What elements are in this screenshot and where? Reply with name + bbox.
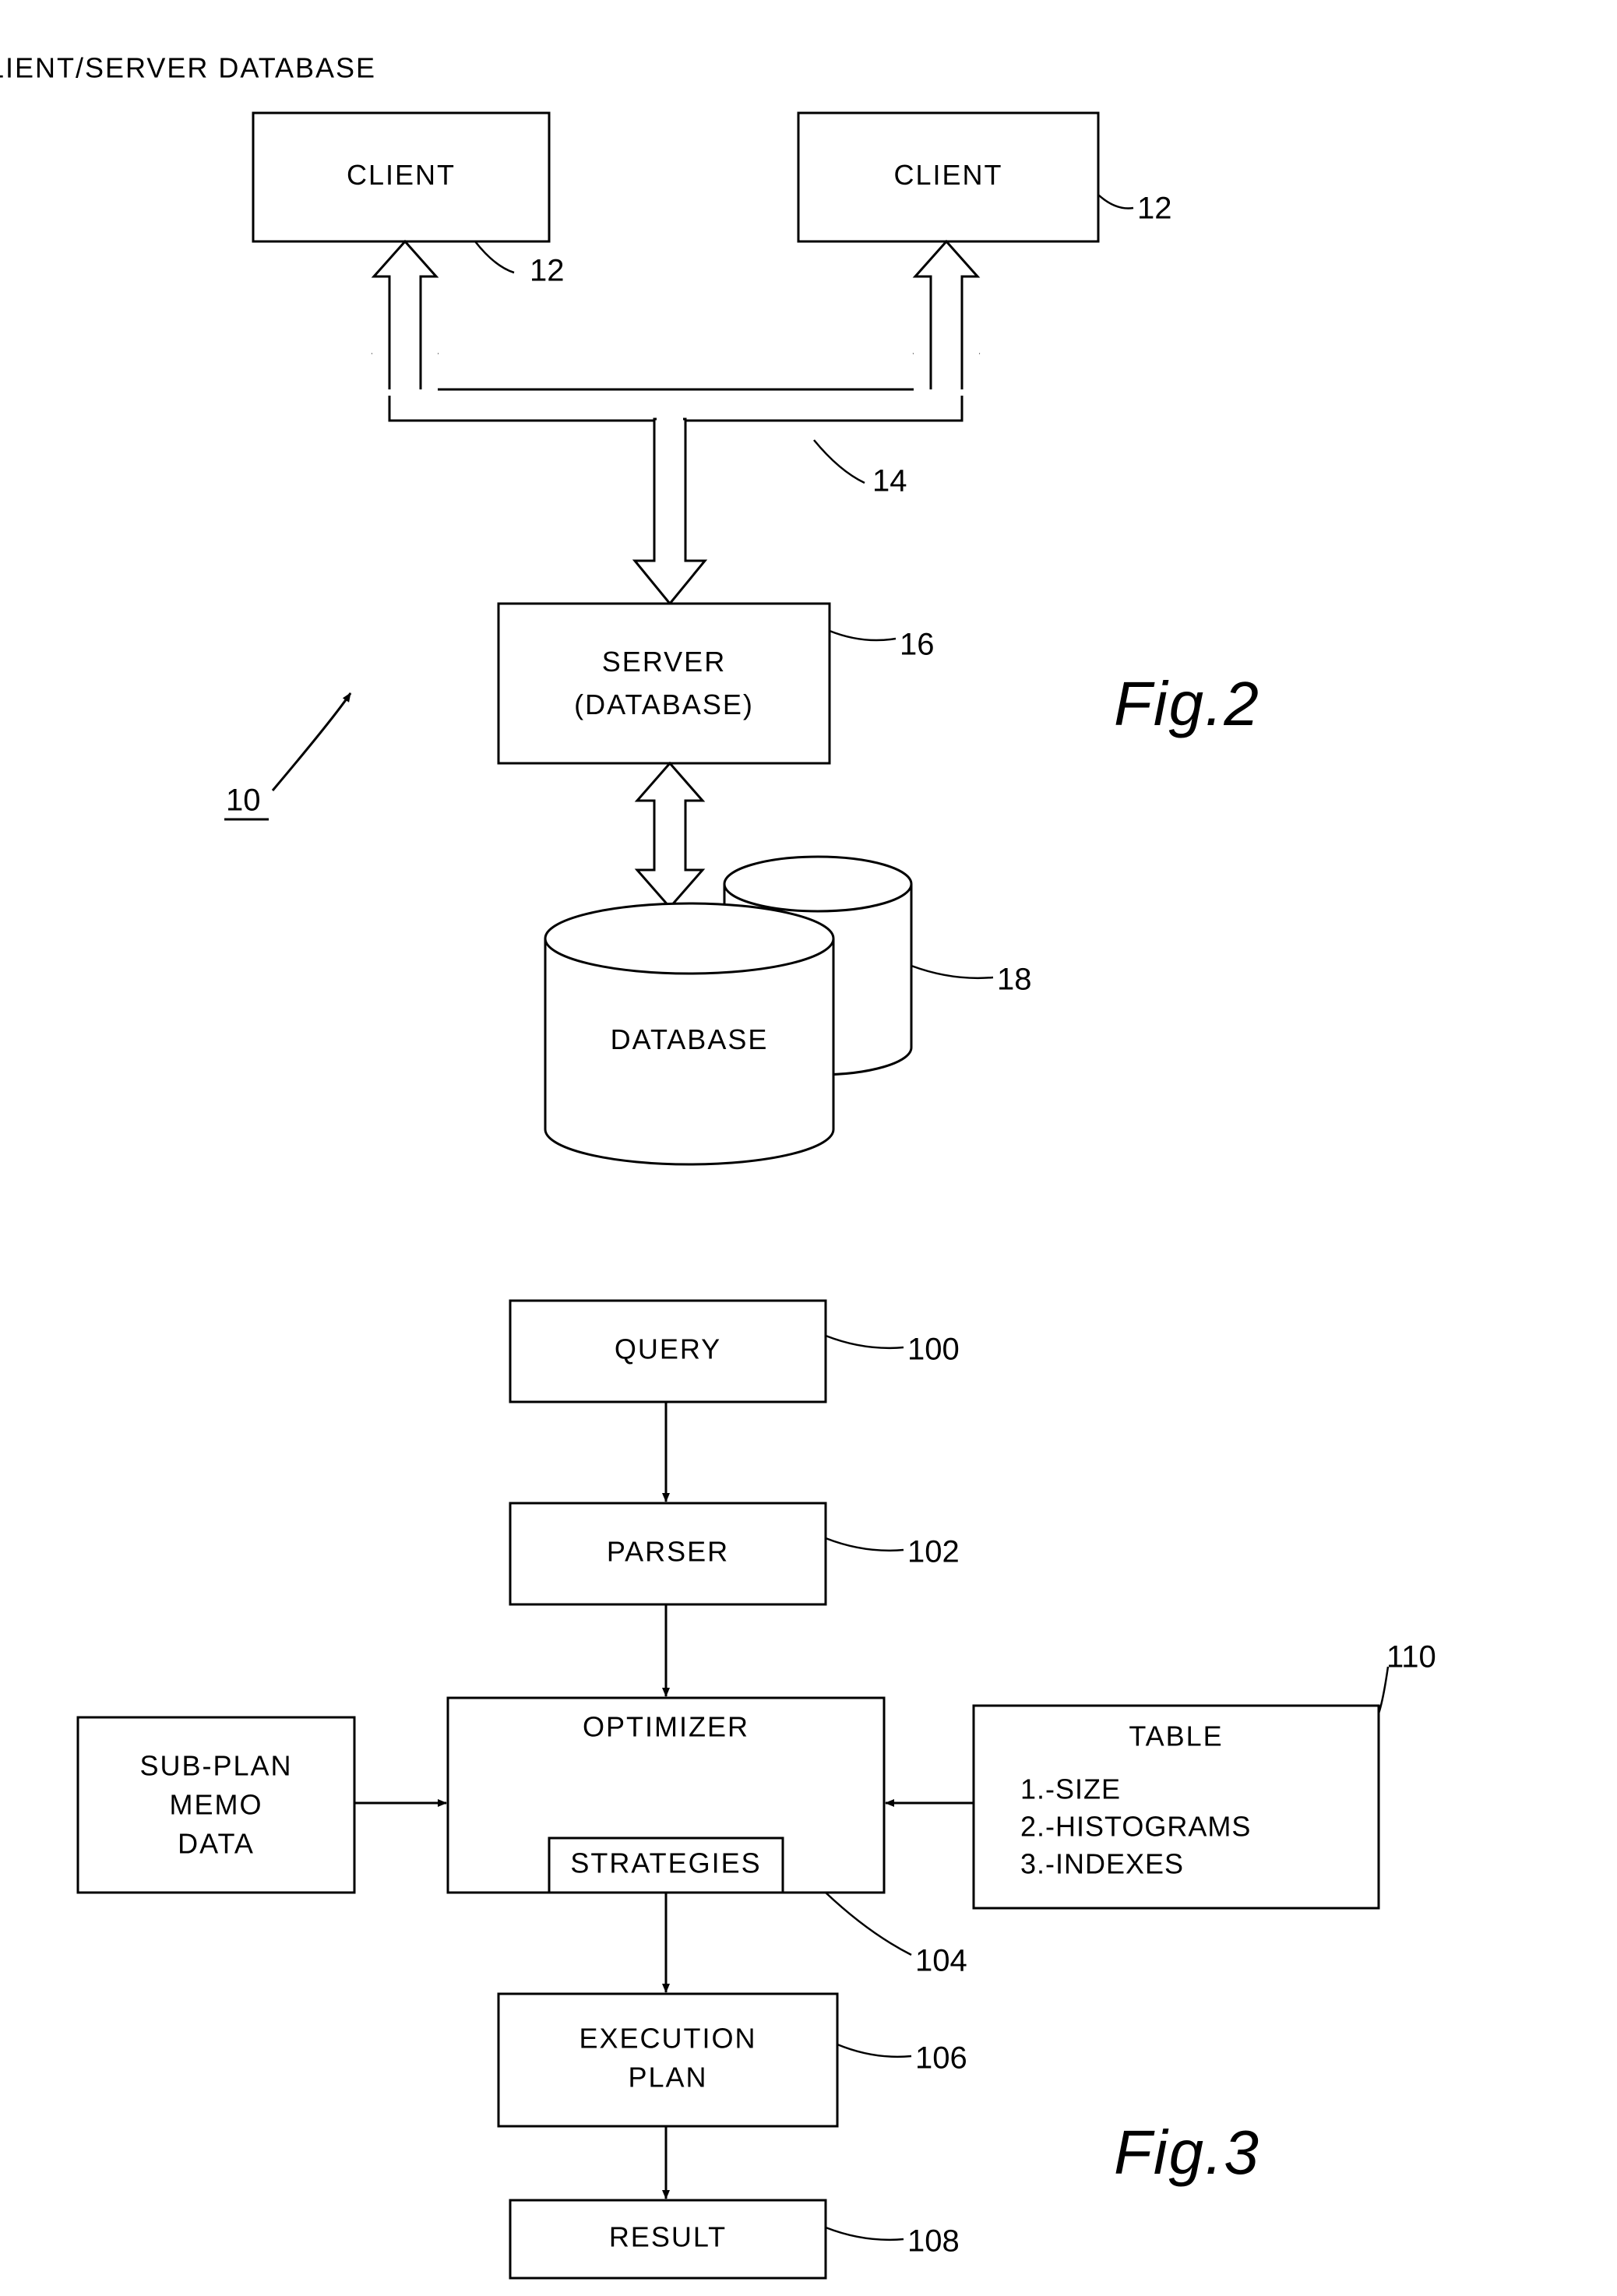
svg-text:STRATEGIES: STRATEGIES [570, 1847, 761, 1879]
server-box [498, 604, 830, 763]
svg-text:EXECUTION: EXECUTION [579, 2023, 756, 2055]
execplan-box [498, 1994, 837, 2126]
svg-text:102: 102 [907, 1535, 960, 1569]
svg-text:PLAN: PLAN [628, 2062, 707, 2094]
svg-text:106: 106 [915, 2041, 967, 2076]
ref-12-2: 12 [1137, 192, 1172, 226]
svg-text:2.-HISTOGRAMS: 2.-HISTOGRAMS [1020, 1811, 1251, 1843]
svg-text:SUB-PLAN: SUB-PLAN [139, 1750, 292, 1782]
svg-text:SERVER: SERVER [602, 646, 726, 678]
fig3-caption: Fig.3 [1114, 2118, 1260, 2187]
svg-text:1.-SIZE: 1.-SIZE [1020, 1773, 1121, 1805]
svg-text:3.-INDEXES: 3.-INDEXES [1020, 1848, 1184, 1880]
svg-text:TABLE: TABLE [1129, 1720, 1223, 1752]
client-label-2: CLIENT [893, 159, 1002, 191]
database-label: DATABASE [611, 1023, 769, 1055]
network-bar [389, 389, 962, 421]
svg-text:110: 110 [1386, 1640, 1436, 1674]
svg-text:OPTIMIZER: OPTIMIZER [583, 1711, 749, 1743]
svg-text:QUERY: QUERY [615, 1333, 721, 1365]
ref-16: 16 [900, 628, 935, 662]
ref-18: 18 [997, 963, 1032, 997]
client-label-1: CLIENT [347, 159, 456, 191]
svg-text:PARSER: PARSER [607, 1536, 729, 1568]
svg-text:RESULT: RESULT [609, 2221, 727, 2253]
ref-10: 10 [226, 784, 261, 818]
svg-text:100: 100 [907, 1333, 960, 1367]
ref-14: 14 [872, 464, 907, 498]
ref-10-arrow [273, 693, 351, 791]
ref-12-1: 12 [530, 254, 565, 288]
svg-text:108: 108 [907, 2224, 960, 2259]
svg-text:(DATABASE): (DATABASE) [574, 688, 754, 720]
svg-text:DATA: DATA [178, 1828, 255, 1860]
fig2-title: CLIENT/SERVER DATABASE [0, 52, 376, 84]
svg-text:MEMO: MEMO [170, 1789, 263, 1821]
svg-text:104: 104 [915, 1944, 967, 1978]
fig2-caption: Fig.2 [1114, 669, 1260, 738]
